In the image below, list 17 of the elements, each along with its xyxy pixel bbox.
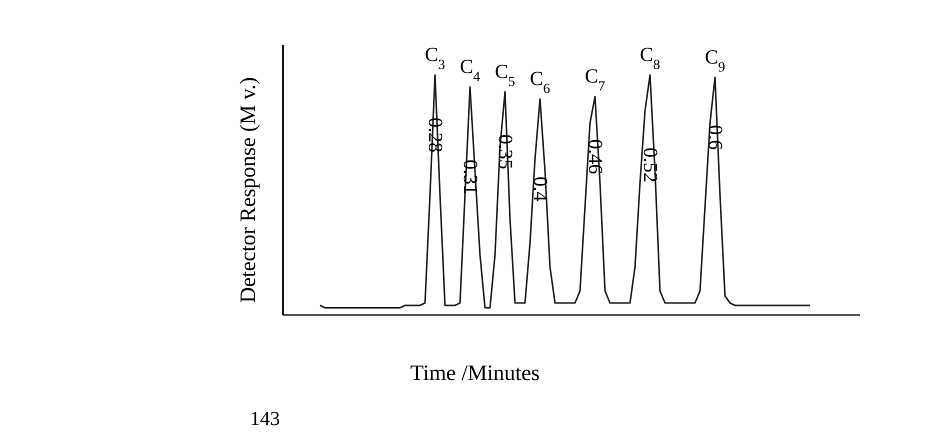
text: C$_{9}$	[704, 46, 726, 75]
annotation: 0.28	[424, 118, 446, 152]
text: C$_{8}$	[640, 44, 660, 72]
annotation: 0.31	[459, 160, 481, 194]
annotation: C$_{6}$	[530, 68, 550, 96]
annotation: C$_{7}$	[584, 66, 606, 94]
text: 143	[250, 408, 280, 430]
annotation: 0.6	[704, 124, 726, 150]
annotation: 0.4	[529, 176, 551, 202]
annotation: 0.35	[494, 134, 516, 170]
text: C$_{3}$	[424, 44, 446, 72]
annotation: 0.52	[639, 148, 661, 182]
x-axis-title: Time /Minutes	[410, 360, 540, 385]
annotation: C$_{4}$	[460, 56, 480, 84]
annotation: 0.46	[584, 139, 606, 174]
annotation: C$_{5}$	[494, 60, 516, 90]
y-axis-title: Detector Response (M v.)	[235, 77, 260, 303]
